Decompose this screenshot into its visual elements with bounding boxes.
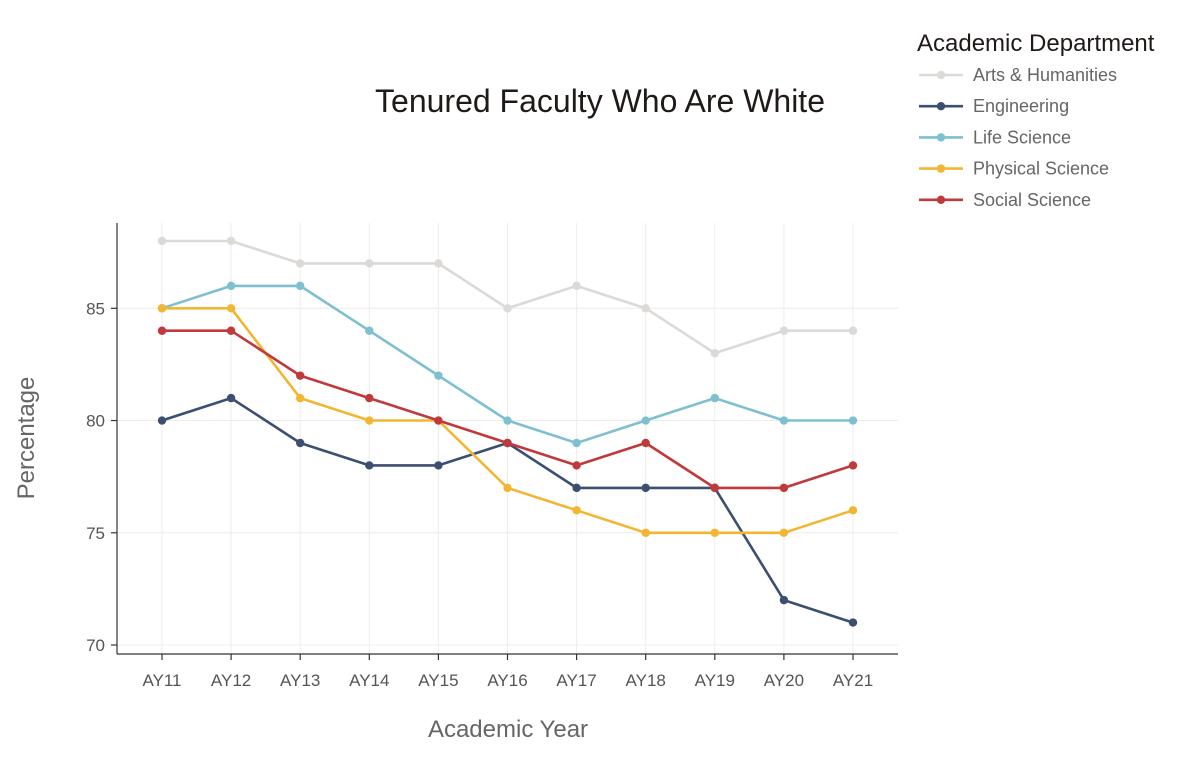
data-point-arts-humanities	[641, 304, 650, 313]
data-point-social-science	[434, 416, 443, 425]
data-point-engineering	[572, 483, 581, 493]
chart-title: Tenured Faculty Who Are White	[375, 83, 825, 119]
legend-label: Engineering	[973, 96, 1069, 116]
data-point-engineering	[434, 461, 443, 470]
y-tick-labels: 70 75 80 85	[86, 299, 117, 655]
data-point-life-science	[848, 416, 858, 425]
data-point-life-science	[226, 281, 236, 291]
y-tick-label: 75	[86, 524, 105, 543]
data-point-life-science	[710, 393, 719, 403]
data-point-physical-science	[779, 528, 789, 537]
data-point-engineering	[226, 393, 236, 403]
data-point-physical-science	[296, 393, 305, 403]
data-point-life-science	[572, 438, 581, 448]
data-point-physical-science	[365, 416, 374, 425]
legend-item-engineering: Engineering	[919, 96, 1069, 116]
data-point-social-science	[157, 326, 167, 335]
data-point-social-science	[572, 461, 581, 470]
legend-item-social-science: Social Science	[919, 190, 1091, 210]
data-point-life-science	[434, 371, 443, 380]
data-point-arts-humanities	[365, 259, 374, 268]
x-tick-label: AY21	[833, 671, 873, 690]
data-point-arts-humanities	[848, 326, 858, 335]
data-point-physical-science	[710, 528, 719, 537]
data-point-engineering	[848, 618, 858, 627]
legend-swatch-marker	[936, 164, 946, 173]
legend-label: Physical Science	[973, 159, 1109, 179]
data-point-life-science	[503, 416, 512, 425]
data-point-arts-humanities	[503, 304, 512, 313]
series	[157, 236, 858, 627]
data-point-social-science	[503, 438, 512, 448]
data-point-physical-science	[157, 304, 167, 313]
data-point-engineering	[296, 438, 305, 448]
data-point-physical-science	[503, 483, 512, 493]
legend-label: Life Science	[973, 127, 1071, 147]
data-point-physical-science	[848, 506, 858, 515]
data-point-arts-humanities	[296, 259, 305, 268]
data-point-life-science	[365, 326, 374, 335]
legend-swatch-marker	[936, 195, 946, 204]
data-point-social-science	[296, 371, 305, 380]
legend-items: Arts & Humanities Engineering Life Science…	[919, 65, 1117, 210]
x-tick-label: AY12	[211, 671, 251, 690]
legend-swatch-marker	[936, 70, 946, 80]
series-physical-science	[157, 304, 858, 537]
data-point-physical-science	[572, 506, 581, 515]
data-point-social-science	[226, 326, 236, 335]
legend-item-life-science: Life Science	[919, 127, 1071, 147]
data-point-life-science	[641, 416, 650, 425]
y-tick-label: 85	[86, 299, 105, 318]
data-point-engineering	[365, 461, 374, 470]
data-point-arts-humanities	[779, 326, 789, 335]
series-arts-humanities	[157, 236, 858, 358]
x-tick-label: AY15	[418, 671, 458, 690]
data-point-arts-humanities	[572, 281, 581, 291]
legend-item-physical-science: Physical Science	[919, 159, 1109, 179]
legend-label: Social Science	[973, 190, 1091, 210]
legend-swatch-marker	[936, 133, 946, 142]
data-point-engineering	[641, 483, 650, 493]
data-point-physical-science	[641, 528, 650, 537]
series-social-science	[157, 326, 858, 493]
x-tick-label: AY17	[556, 671, 596, 690]
y-tick-label: 70	[86, 636, 105, 655]
legend: Academic Department Arts & Humanities Eng…	[917, 30, 1155, 210]
x-tick-label: AY11	[142, 671, 181, 690]
data-point-engineering	[779, 595, 789, 605]
data-point-engineering	[157, 416, 167, 425]
data-point-arts-humanities	[226, 236, 236, 246]
x-tick-labels: AY11 AY12 AY13 AY14 AY15 AY16 AY17 AY18 AY19 AY20…	[142, 654, 873, 690]
x-tick-label: AY13	[280, 671, 320, 690]
legend-label: Arts & Humanities	[973, 65, 1117, 85]
x-axis-title: Academic Year	[428, 716, 588, 743]
legend-swatch-marker	[936, 102, 946, 111]
data-point-arts-humanities	[434, 259, 443, 268]
x-tick-label: AY18	[626, 671, 666, 690]
legend-item-arts-humanities: Arts & Humanities	[919, 65, 1117, 85]
x-tick-label: AY19	[695, 671, 735, 690]
x-tick-label: AY20	[764, 671, 804, 690]
data-point-physical-science	[226, 304, 236, 313]
data-point-social-science	[641, 438, 650, 448]
data-point-social-science	[710, 483, 719, 493]
data-point-social-science	[365, 393, 374, 403]
data-point-arts-humanities	[710, 348, 719, 358]
data-point-social-science	[779, 483, 789, 493]
x-tick-label: AY14	[349, 671, 389, 690]
x-tick-label: AY16	[487, 671, 527, 690]
data-point-arts-humanities	[157, 236, 167, 246]
data-point-life-science	[296, 281, 305, 291]
data-point-social-science	[848, 461, 858, 470]
legend-title: Academic Department	[917, 30, 1155, 57]
data-point-life-science	[779, 416, 789, 425]
y-tick-label: 80	[86, 412, 105, 431]
y-axis-title: Percentage	[13, 377, 40, 500]
